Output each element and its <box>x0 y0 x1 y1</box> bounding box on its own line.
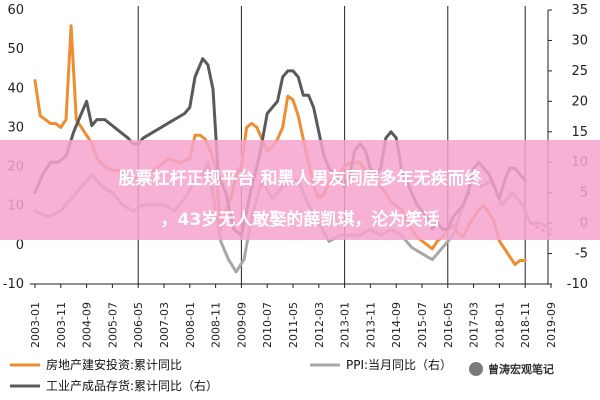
right-tick-label-5: 15 <box>571 125 588 140</box>
x-tick-label-15: 2015-07 <box>416 302 429 348</box>
x-tick-label-20: 2019-09 <box>545 302 558 348</box>
x-tick-label-9: 2010-07 <box>261 302 274 348</box>
left-tick-label-5: 40 <box>7 81 24 96</box>
right-tick-label-7: 25 <box>571 64 588 79</box>
x-tick-label-16: 2016-05 <box>442 302 455 348</box>
x-tick-label-0: 2003-01 <box>29 302 42 348</box>
wechat-icon <box>469 362 483 376</box>
x-tick-label-7: 2008-11 <box>210 302 223 348</box>
x-tick-label-2: 2004-09 <box>81 302 94 348</box>
x-axis-ticks: 2003-01 2003-11 2004-09 2005-07 2006-05 2007-… <box>29 284 558 348</box>
x-tick-label-6: 2008-01 <box>184 302 197 348</box>
x-tick-label-5: 2007-03 <box>158 302 171 348</box>
x-tick-label-13: 2013-11 <box>364 302 377 348</box>
left-tick-label-1: 0 <box>16 238 24 253</box>
x-tick-label-14: 2014-09 <box>390 302 403 348</box>
x-tick-label-8: 2009-09 <box>235 302 248 348</box>
left-tick-label-0: -10 <box>3 277 24 292</box>
x-tick-label-11: 2012-03 <box>313 302 326 348</box>
left-tick-label-4: 30 <box>7 120 24 135</box>
x-tick-label-17: 2017-03 <box>468 302 481 348</box>
overlay-banner <box>0 140 600 240</box>
x-tick-label-3: 2005-07 <box>106 302 119 348</box>
right-tick-label-0: -10 <box>567 277 588 292</box>
legend: 房地产建安投资:累计同比 PPI:当月同比（右） 工业产成品存货:累计同比（右） <box>10 357 452 393</box>
right-tick-label-9: 35 <box>571 3 588 18</box>
legend-label-1: PPI:当月同比（右） <box>346 357 452 372</box>
right-tick-label-1: -5 <box>575 247 588 262</box>
left-tick-label-6: 50 <box>7 42 24 57</box>
x-tick-label-4: 2006-05 <box>132 302 145 348</box>
right-tick-label-6: 20 <box>571 94 588 109</box>
x-tick-label-12: 2013-01 <box>339 302 352 348</box>
x-tick-label-19: 2018-11 <box>519 302 532 348</box>
legend-label-2: 工业产成品存货:累计同比（右） <box>46 378 218 393</box>
right-tick-label-8: 30 <box>571 33 588 48</box>
watermark: 曾涛宏观笔记 <box>469 362 554 376</box>
banner-line-1: 股票杠杆正规平台 和黑人男友同居多年无疾而终 <box>119 168 483 189</box>
left-tick-label-7: 60 <box>7 3 24 18</box>
x-tick-label-10: 2011-05 <box>287 302 300 348</box>
watermark-brand: 曾涛宏观笔记 <box>488 362 554 376</box>
legend-label-0: 房地产建安投资:累计同比 <box>46 357 182 372</box>
banner-line-2: ，43岁无人敢娶的薛凯琪，沦为笑话 <box>161 209 440 230</box>
x-tick-label-1: 2003-11 <box>55 302 68 348</box>
x-tick-label-18: 2018-01 <box>493 302 506 348</box>
